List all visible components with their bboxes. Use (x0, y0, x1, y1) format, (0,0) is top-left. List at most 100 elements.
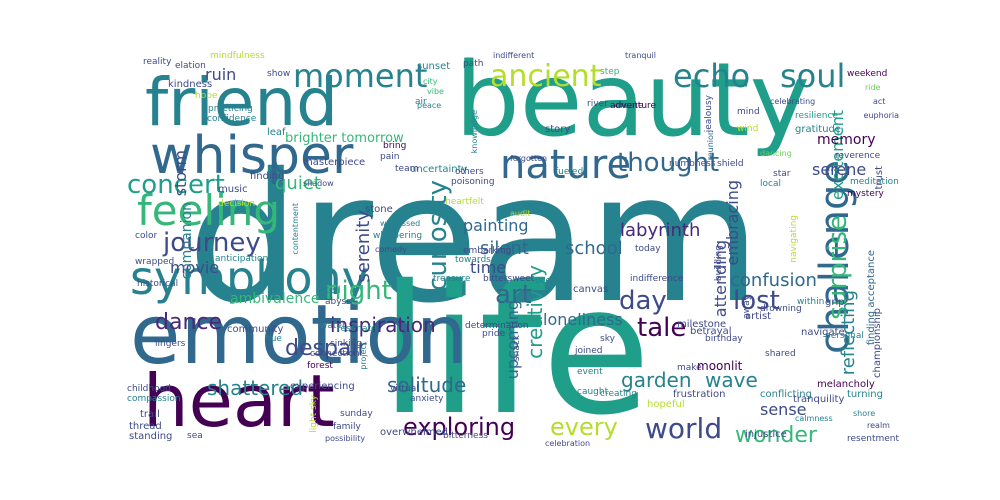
cloud-word: shore (853, 409, 876, 418)
cloud-word: lingers (155, 339, 186, 349)
cloud-word: reunion (706, 130, 715, 161)
cloud-word: loneliness (543, 310, 623, 329)
cloud-word: weekend (847, 69, 888, 79)
cloud-word: wrapped (135, 257, 175, 267)
cloud-word: leaf (267, 127, 286, 138)
cloud-word: numbness (669, 159, 716, 169)
cloud-word: day (619, 286, 667, 316)
cloud-word: mystery (847, 189, 884, 199)
cloud-word: water (320, 321, 346, 331)
cloud-word: compassion (127, 394, 181, 404)
cloud-word: indifferent (493, 51, 535, 60)
cloud-word: garden (621, 368, 692, 392)
cloud-word: embarking (463, 246, 512, 256)
cloud-word: community (227, 324, 284, 335)
cloud-word: soul (780, 57, 846, 95)
cloud-word: comedy (375, 245, 407, 254)
cloud-word: turning (847, 389, 883, 400)
cloud-word: gratitude (795, 124, 842, 135)
cloud-word: light sky (309, 395, 319, 433)
cloud-word: tranquil (625, 51, 656, 60)
cloud-word: kindness (168, 79, 213, 90)
cloud-word: trust (874, 166, 885, 190)
cloud-word: serenity (353, 210, 374, 283)
cloud-word: concert (127, 170, 225, 200)
cloud-word: ride (865, 83, 881, 92)
cloud-word: forgotten (510, 154, 548, 163)
cloud-word: reverence (835, 151, 881, 161)
cloud-word: dance (155, 310, 223, 335)
cloud-word: tell (325, 285, 341, 296)
cloud-word: serene (812, 160, 867, 179)
cloud-word: forest (307, 361, 333, 371)
cloud-word: tale (637, 313, 687, 343)
cloud-word: team (395, 164, 419, 174)
cloud-word: silent (480, 238, 529, 259)
cloud-word: shadow (303, 179, 334, 188)
cloud-word: bitterness (443, 431, 488, 441)
cloud-word: heart (143, 359, 335, 443)
cloud-word: grip (825, 297, 845, 308)
cloud-word: project (359, 342, 368, 370)
cloud-word: ruin (205, 65, 237, 84)
cloud-word: city (423, 77, 438, 86)
cloud-word: drowning (760, 304, 802, 314)
cloud-word: show (267, 69, 291, 79)
cloud-word: step (600, 67, 620, 77)
cloud-word: championship (872, 308, 883, 378)
cloud-word: nature (500, 142, 632, 188)
cloud-word: wave (705, 368, 758, 392)
cloud-word: ancient (490, 59, 602, 94)
cloud-word: exploring (403, 413, 516, 441)
cloud-word: hope (195, 91, 218, 101)
cloud-word: heartfelt (445, 197, 484, 207)
cloud-word: despair (285, 336, 367, 361)
cloud-word: world (645, 412, 723, 445)
cloud-word: ocean (535, 276, 563, 286)
cloud-word: brighter tomorrow (285, 131, 404, 146)
cloud-word: shattered (207, 376, 304, 400)
cloud-word: make (677, 363, 702, 373)
cloud-word: bittersweet (483, 274, 535, 284)
cloud-word: birthday (705, 334, 743, 344)
cloud-word: personal (825, 331, 864, 341)
cloud-word: realm (867, 421, 890, 430)
cloud-word: pain (380, 152, 400, 162)
cloud-word: confidence (207, 114, 257, 124)
cloud-word: local (760, 179, 781, 189)
cloud-word: historical (137, 279, 179, 289)
cloud-word: finding (250, 171, 285, 182)
cloud-word: determination (465, 321, 529, 331)
cloud-word: lost (733, 286, 780, 316)
cloud-word: anxiety (410, 394, 444, 404)
cloud-word: air (415, 97, 427, 107)
cloud-word: celebration (545, 439, 591, 448)
cloud-word: hue (265, 334, 282, 344)
cloud-word: beauty (455, 50, 811, 160)
cloud-word: sunset (417, 61, 451, 72)
cloud-word: calmness (795, 414, 833, 423)
cloud-word: movie (170, 258, 220, 277)
cloud-word: create (615, 101, 644, 111)
cloud-word: abyss (325, 297, 351, 307)
cloud-word: adventure (610, 101, 657, 111)
cloud-word: within (797, 297, 825, 307)
cloud-word: euphoria (863, 111, 899, 120)
cloud-word: painting (463, 216, 529, 235)
cloud-word: towards (455, 255, 491, 265)
cloud-word: memory (817, 132, 876, 148)
cloud-word: resonate (337, 324, 377, 334)
cloud-word: art (495, 280, 532, 310)
cloud-word: confusion (730, 270, 817, 291)
cloud-word: possibility (325, 434, 366, 443)
cloud-word: overwhelmed (380, 427, 448, 438)
cloud-word: childhood (127, 384, 171, 394)
cloud-word: virtual (390, 384, 419, 394)
cloud-word: canvas (573, 284, 609, 295)
cloud-word: symphony (130, 251, 369, 305)
cloud-word: anticipation (215, 254, 269, 264)
cloud-word: color (135, 231, 158, 241)
cloud-word: witnessed (380, 219, 421, 228)
cloud-word: shield (717, 159, 744, 169)
cloud-word: sinking (330, 339, 363, 349)
